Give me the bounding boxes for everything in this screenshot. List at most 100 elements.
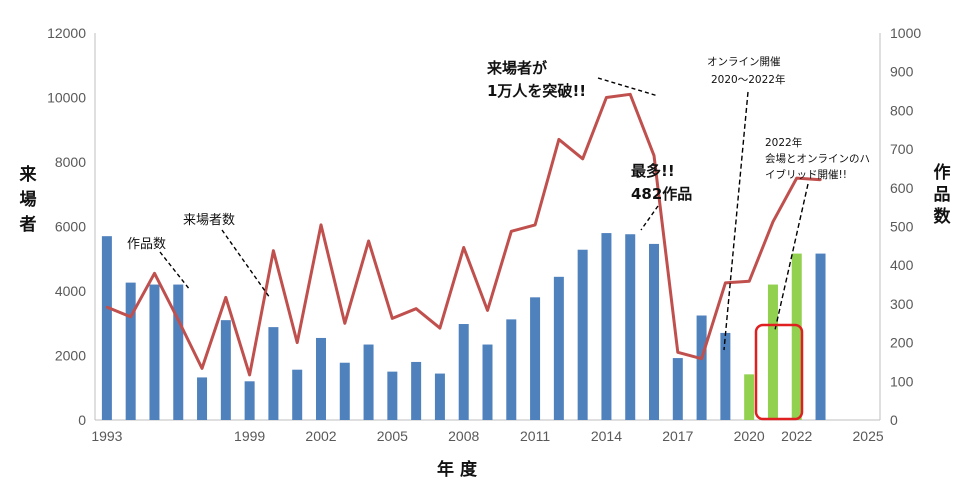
annotation-raijo: 来場者数: [183, 213, 235, 228]
visitors-point-2009: [486, 309, 489, 312]
bar-2016: [649, 243, 660, 420]
bar-1995: [149, 284, 160, 420]
annotations: 作品数 来場者数 来場者が 1万人を突破!! 最多!! 482作品 オンライン開…: [127, 55, 870, 421]
left-axis-ticks: 0 2000 4000 6000 8000 10000 12000: [47, 25, 86, 428]
bar-2022: [791, 253, 802, 420]
left-tick-label: 12000: [47, 25, 86, 41]
bar-2012: [553, 276, 564, 420]
bar-2009: [482, 344, 493, 420]
bar-2023: [815, 253, 826, 420]
visitors-point-2007: [438, 326, 442, 330]
x-tick-label: 2002: [305, 428, 336, 444]
visitors-point-2000: [272, 249, 275, 252]
visitors-point-2004: [367, 239, 370, 243]
bar-2015: [625, 234, 636, 420]
bar-1997: [197, 377, 208, 420]
right-tick-label: 100: [890, 373, 914, 389]
bar-2003: [339, 362, 350, 420]
visitors-point-1993: [105, 305, 109, 309]
bar-2021: [767, 284, 778, 420]
x-tick-label: 2025: [853, 428, 884, 444]
right-axis-title: 作品数: [934, 162, 952, 227]
leader-sakuhin: [159, 251, 191, 291]
leader-raijo: [221, 229, 271, 299]
hybrid-highlight-box: [754, 323, 804, 421]
right-axis-ticks: 0 100 200 300 400 500 600 700 800 900 1000: [890, 25, 921, 428]
leader-saita: [640, 205, 659, 231]
left-tick-label: 0: [78, 412, 86, 428]
x-axis-title: 年度: [437, 459, 477, 480]
visitors-point-1997: [200, 367, 204, 370]
visitors-point-2018: [700, 357, 703, 360]
left-tick-label: 6000: [55, 219, 86, 235]
bar-2013: [577, 249, 588, 420]
bar-2001: [292, 369, 303, 420]
x-tick-label: 1993: [91, 428, 122, 444]
left-axis-title: 来場者: [19, 164, 38, 235]
visitors-point-1994: [129, 315, 132, 318]
visitors-point-2017: [676, 351, 680, 354]
visitors-point-2019: [724, 281, 727, 285]
line-series: [105, 92, 822, 377]
bar-2014: [601, 233, 612, 420]
annotation-sakuhin: 作品数: [127, 237, 166, 252]
visitors-point-2021: [771, 220, 775, 223]
visitors-point-2015: [629, 93, 632, 96]
visitors-point-1995: [153, 272, 156, 275]
visitors-point-2022: [795, 176, 798, 180]
right-tick-label: 900: [890, 64, 914, 80]
annotation-online-2: 2020～2022年: [711, 73, 785, 86]
annotation-saita-1: 最多!!: [631, 162, 675, 180]
left-tick-label: 2000: [55, 348, 86, 364]
visitors-point-2008: [462, 246, 465, 249]
right-tick-label: 300: [890, 296, 914, 312]
visitors-point-2012: [557, 138, 561, 141]
x-tick-label: 2011: [520, 428, 550, 444]
visitors-point-2010: [510, 230, 513, 233]
bar-1999: [244, 381, 255, 420]
visitors-point-2013: [581, 157, 584, 160]
bar-2010: [506, 319, 517, 420]
leader-toppa: [597, 77, 659, 97]
right-tick-label: 600: [890, 180, 914, 196]
x-tick-label: 2022: [781, 428, 812, 444]
bar-2006: [411, 361, 422, 420]
visitors-point-1999: [248, 373, 251, 377]
annotation-hybrid-2: 会場とオンラインのハ: [765, 152, 870, 165]
left-tick-label: 8000: [55, 154, 86, 170]
bar-1996: [173, 284, 184, 420]
bar-2019: [720, 332, 731, 420]
x-tick-label: 2014: [591, 428, 622, 444]
visitors-point-2005: [391, 317, 394, 320]
bar-2017: [672, 358, 683, 420]
x-tick-label: 1999: [234, 428, 265, 444]
annotation-toppa-1: 来場者が: [486, 59, 548, 77]
x-tick-label: 2005: [377, 428, 408, 444]
visitors-point-2002: [319, 223, 323, 227]
right-tick-label: 700: [890, 141, 914, 157]
left-tick-label: 10000: [47, 90, 86, 106]
visitors-point-2006: [414, 307, 418, 310]
bar-1998: [220, 320, 231, 420]
annotation-saita-2: 482作品: [631, 185, 692, 203]
x-tick-label: 2020: [734, 428, 765, 444]
visitors-point-2003: [343, 322, 346, 325]
bar-2020: [744, 374, 755, 420]
bar-series: [101, 233, 826, 420]
x-tick-label: 2008: [448, 428, 479, 444]
x-tick-label: 2017: [662, 428, 693, 444]
leader-online: [723, 91, 749, 351]
right-tick-label: 1000: [890, 25, 921, 41]
right-tick-label: 500: [890, 219, 914, 235]
visitors-point-2016: [652, 154, 656, 157]
right-tick-label: 200: [890, 335, 914, 351]
annotation-online-1: オンライン開催: [707, 55, 781, 68]
visitors-point-1998: [224, 296, 228, 299]
bar-2000: [268, 327, 279, 420]
right-tick-label: 400: [890, 257, 914, 273]
bar-1994: [125, 282, 136, 420]
svg-text:来場者: 来場者: [19, 164, 38, 235]
annotation-hybrid-1: 2022年: [765, 136, 802, 149]
bar-2008: [458, 324, 469, 420]
